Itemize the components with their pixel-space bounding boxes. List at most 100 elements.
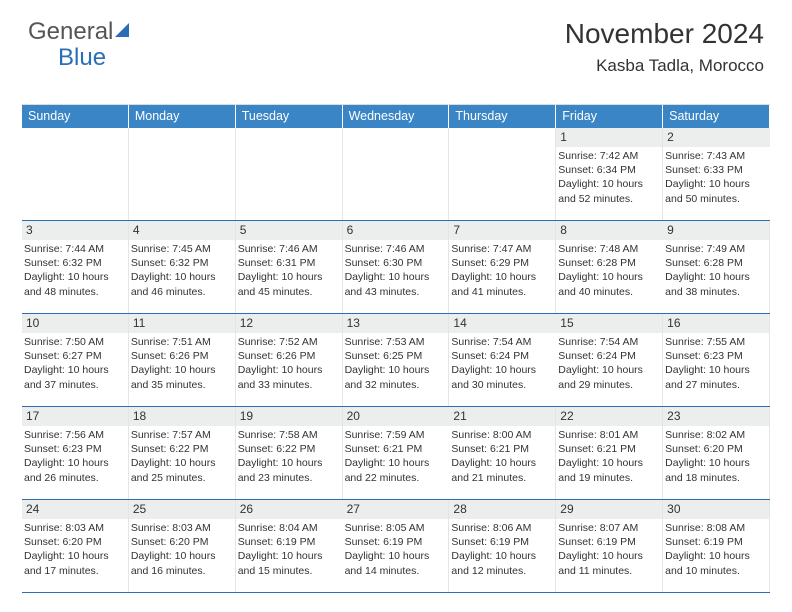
calendar-cell: 26Sunrise: 8:04 AMSunset: 6:19 PMDayligh… xyxy=(236,500,343,592)
calendar-cell xyxy=(22,128,129,220)
day-info: Sunrise: 7:57 AMSunset: 6:22 PMDaylight:… xyxy=(129,426,235,489)
day-info: Sunrise: 7:56 AMSunset: 6:23 PMDaylight:… xyxy=(22,426,128,489)
calendar-cell: 14Sunrise: 7:54 AMSunset: 6:24 PMDayligh… xyxy=(449,314,556,406)
day-number: 1 xyxy=(556,128,662,147)
calendar-cell: 24Sunrise: 8:03 AMSunset: 6:20 PMDayligh… xyxy=(22,500,129,592)
day-info: Sunrise: 7:51 AMSunset: 6:26 PMDaylight:… xyxy=(129,333,235,396)
calendar-cell: 13Sunrise: 7:53 AMSunset: 6:25 PMDayligh… xyxy=(343,314,450,406)
calendar-cell: 15Sunrise: 7:54 AMSunset: 6:24 PMDayligh… xyxy=(556,314,663,406)
day-number: 24 xyxy=(22,500,128,519)
day-number: 8 xyxy=(556,221,663,240)
logo-triangle-icon xyxy=(115,23,129,37)
brand-logo: General xyxy=(28,18,129,46)
calendar-cell: 11Sunrise: 7:51 AMSunset: 6:26 PMDayligh… xyxy=(129,314,236,406)
day-number: 10 xyxy=(22,314,128,333)
day-header: Tuesday xyxy=(236,105,343,128)
logo-text-1: General xyxy=(28,18,113,46)
day-number: 9 xyxy=(663,221,769,240)
day-number: 14 xyxy=(449,314,556,333)
day-info: Sunrise: 8:06 AMSunset: 6:19 PMDaylight:… xyxy=(449,519,555,582)
day-number: 12 xyxy=(236,314,342,333)
calendar-cell xyxy=(236,128,343,220)
calendar-cell: 1Sunrise: 7:42 AMSunset: 6:34 PMDaylight… xyxy=(556,128,663,220)
day-info: Sunrise: 7:48 AMSunset: 6:28 PMDaylight:… xyxy=(556,240,663,303)
day-info: Sunrise: 7:42 AMSunset: 6:34 PMDaylight:… xyxy=(556,147,662,210)
calendar-cell: 29Sunrise: 8:07 AMSunset: 6:19 PMDayligh… xyxy=(556,500,663,592)
day-number: 25 xyxy=(129,500,235,519)
day-info: Sunrise: 7:50 AMSunset: 6:27 PMDaylight:… xyxy=(22,333,128,396)
day-header: Monday xyxy=(129,105,236,128)
calendar-cell: 12Sunrise: 7:52 AMSunset: 6:26 PMDayligh… xyxy=(236,314,343,406)
calendar-cell: 8Sunrise: 7:48 AMSunset: 6:28 PMDaylight… xyxy=(556,221,663,313)
brand-logo-line2: Blue xyxy=(58,44,106,72)
location-subtitle: Kasba Tadla, Morocco xyxy=(565,56,764,76)
calendar-cell: 3Sunrise: 7:44 AMSunset: 6:32 PMDaylight… xyxy=(22,221,129,313)
calendar-cell: 10Sunrise: 7:50 AMSunset: 6:27 PMDayligh… xyxy=(22,314,129,406)
header: November 2024 Kasba Tadla, Morocco xyxy=(565,18,764,76)
calendar-cell: 18Sunrise: 7:57 AMSunset: 6:22 PMDayligh… xyxy=(129,407,236,499)
day-info: Sunrise: 8:04 AMSunset: 6:19 PMDaylight:… xyxy=(236,519,343,582)
day-info: Sunrise: 8:01 AMSunset: 6:21 PMDaylight:… xyxy=(556,426,662,489)
calendar-cell: 2Sunrise: 7:43 AMSunset: 6:33 PMDaylight… xyxy=(663,128,770,220)
calendar-cell xyxy=(129,128,236,220)
day-number: 30 xyxy=(663,500,769,519)
day-info: Sunrise: 8:02 AMSunset: 6:20 PMDaylight:… xyxy=(663,426,769,489)
day-info: Sunrise: 7:54 AMSunset: 6:24 PMDaylight:… xyxy=(449,333,556,396)
calendar-cell: 16Sunrise: 7:55 AMSunset: 6:23 PMDayligh… xyxy=(663,314,770,406)
day-number: 2 xyxy=(663,128,770,147)
day-info: Sunrise: 8:00 AMSunset: 6:21 PMDaylight:… xyxy=(449,426,555,489)
calendar-grid: SundayMondayTuesdayWednesdayThursdayFrid… xyxy=(22,104,770,593)
day-info: Sunrise: 8:03 AMSunset: 6:20 PMDaylight:… xyxy=(129,519,235,582)
day-number: 4 xyxy=(129,221,235,240)
day-number: 28 xyxy=(449,500,555,519)
calendar-cell: 28Sunrise: 8:06 AMSunset: 6:19 PMDayligh… xyxy=(449,500,556,592)
day-info: Sunrise: 8:07 AMSunset: 6:19 PMDaylight:… xyxy=(556,519,662,582)
day-header: Sunday xyxy=(22,105,129,128)
day-number: 18 xyxy=(129,407,235,426)
day-number: 3 xyxy=(22,221,128,240)
day-number: 23 xyxy=(663,407,769,426)
calendar-cell xyxy=(343,128,450,220)
day-header: Thursday xyxy=(449,105,556,128)
day-info: Sunrise: 7:46 AMSunset: 6:30 PMDaylight:… xyxy=(343,240,449,303)
row-divider xyxy=(22,592,770,593)
day-info: Sunrise: 7:45 AMSunset: 6:32 PMDaylight:… xyxy=(129,240,235,303)
day-number: 13 xyxy=(343,314,449,333)
day-number: 5 xyxy=(236,221,342,240)
day-number: 19 xyxy=(236,407,342,426)
day-header: Wednesday xyxy=(343,105,450,128)
day-header: Friday xyxy=(556,105,663,128)
day-info: Sunrise: 7:52 AMSunset: 6:26 PMDaylight:… xyxy=(236,333,342,396)
day-number: 22 xyxy=(556,407,662,426)
day-number: 20 xyxy=(343,407,450,426)
day-number: 16 xyxy=(663,314,769,333)
day-info: Sunrise: 8:05 AMSunset: 6:19 PMDaylight:… xyxy=(343,519,449,582)
calendar-cell: 4Sunrise: 7:45 AMSunset: 6:32 PMDaylight… xyxy=(129,221,236,313)
month-year-title: November 2024 xyxy=(565,18,764,50)
day-number: 27 xyxy=(343,500,449,519)
calendar-cell: 20Sunrise: 7:59 AMSunset: 6:21 PMDayligh… xyxy=(343,407,450,499)
day-number: 17 xyxy=(22,407,128,426)
calendar-cell: 9Sunrise: 7:49 AMSunset: 6:28 PMDaylight… xyxy=(663,221,770,313)
calendar-cell: 23Sunrise: 8:02 AMSunset: 6:20 PMDayligh… xyxy=(663,407,770,499)
day-info: Sunrise: 7:55 AMSunset: 6:23 PMDaylight:… xyxy=(663,333,769,396)
day-info: Sunrise: 7:46 AMSunset: 6:31 PMDaylight:… xyxy=(236,240,342,303)
logo-text-2: Blue xyxy=(58,44,106,71)
calendar-cell: 27Sunrise: 8:05 AMSunset: 6:19 PMDayligh… xyxy=(343,500,450,592)
calendar-cell: 19Sunrise: 7:58 AMSunset: 6:22 PMDayligh… xyxy=(236,407,343,499)
day-number: 26 xyxy=(236,500,343,519)
calendar-cell: 17Sunrise: 7:56 AMSunset: 6:23 PMDayligh… xyxy=(22,407,129,499)
day-info: Sunrise: 7:43 AMSunset: 6:33 PMDaylight:… xyxy=(663,147,770,210)
day-info: Sunrise: 7:47 AMSunset: 6:29 PMDaylight:… xyxy=(449,240,555,303)
day-info: Sunrise: 8:08 AMSunset: 6:19 PMDaylight:… xyxy=(663,519,769,582)
calendar-cell: 25Sunrise: 8:03 AMSunset: 6:20 PMDayligh… xyxy=(129,500,236,592)
day-info: Sunrise: 7:53 AMSunset: 6:25 PMDaylight:… xyxy=(343,333,449,396)
day-number: 7 xyxy=(449,221,555,240)
day-info: Sunrise: 8:03 AMSunset: 6:20 PMDaylight:… xyxy=(22,519,128,582)
day-number: 21 xyxy=(449,407,555,426)
calendar-cell: 6Sunrise: 7:46 AMSunset: 6:30 PMDaylight… xyxy=(343,221,450,313)
day-info: Sunrise: 7:59 AMSunset: 6:21 PMDaylight:… xyxy=(343,426,450,489)
day-number: 15 xyxy=(556,314,662,333)
day-info: Sunrise: 7:54 AMSunset: 6:24 PMDaylight:… xyxy=(556,333,662,396)
calendar-cell: 22Sunrise: 8:01 AMSunset: 6:21 PMDayligh… xyxy=(556,407,663,499)
